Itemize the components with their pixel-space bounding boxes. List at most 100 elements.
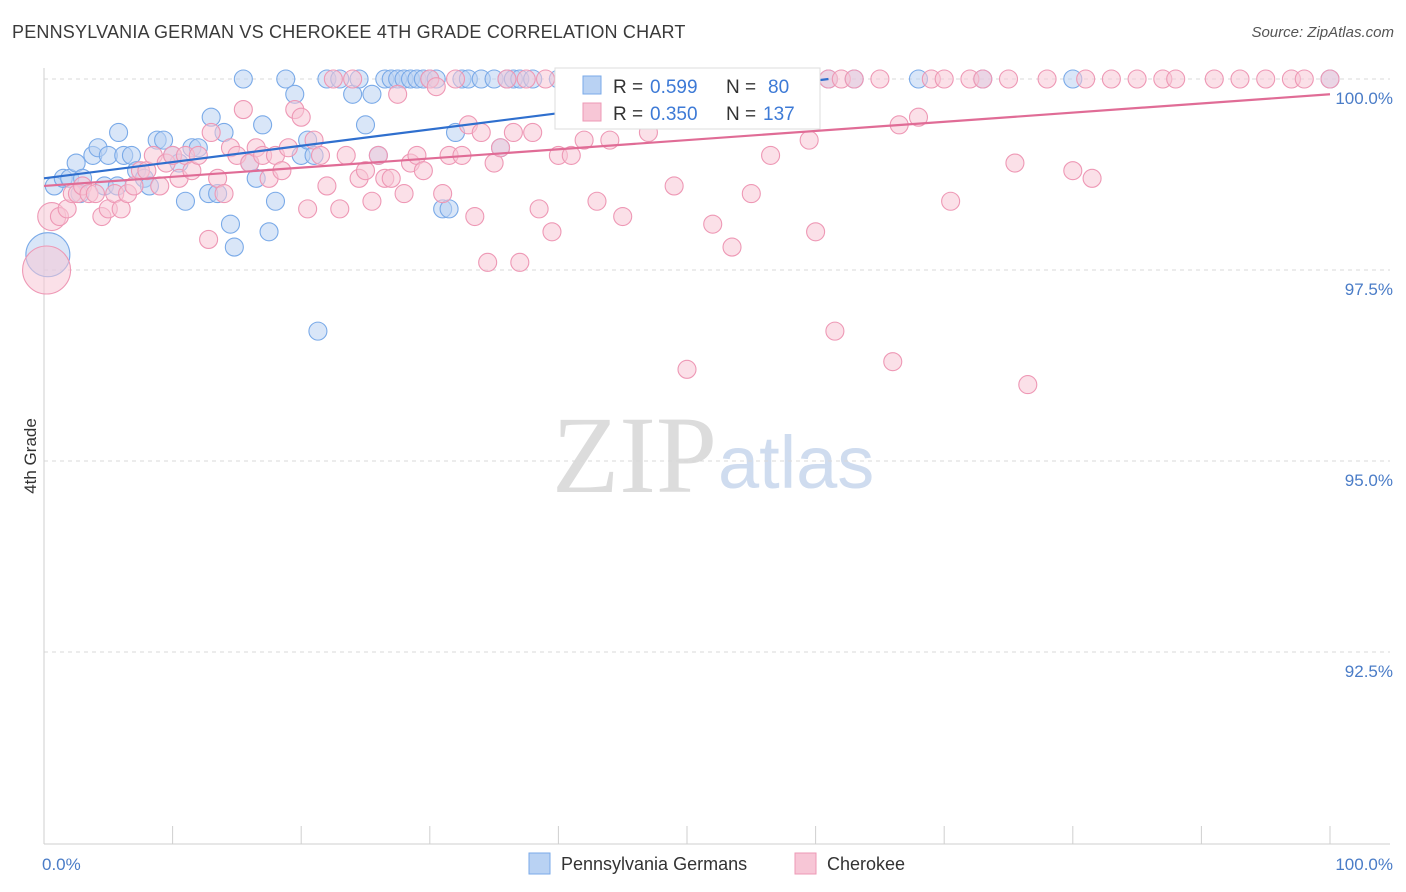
point-cherokee	[561, 145, 581, 165]
point-cherokee	[806, 222, 826, 242]
point-pennsylvania-germans	[175, 191, 196, 211]
point-cherokee	[1018, 375, 1038, 395]
legend-label-cherokee: Cherokee	[827, 854, 905, 874]
x-tick-label: 100.0%	[1335, 855, 1393, 874]
point-cherokee	[310, 145, 331, 165]
point-pennsylvania-germans	[224, 237, 244, 257]
point-cherokee	[465, 206, 485, 227]
point-cherokee	[883, 352, 903, 372]
point-cherokee	[362, 191, 382, 211]
point-pennsylvania-germans	[259, 222, 279, 242]
point-cherokee	[941, 191, 961, 211]
point-cherokee	[336, 145, 356, 165]
bottom-legend: Pennsylvania Germans Cherokee	[528, 852, 905, 875]
point-cherokee	[510, 252, 530, 272]
point-pennsylvania-germans	[276, 69, 296, 89]
point-cherokee	[1166, 69, 1186, 89]
point-cherokee	[355, 161, 376, 181]
point-cherokee	[1005, 153, 1025, 173]
x-ticks	[43, 826, 1331, 844]
point-cherokee	[394, 184, 414, 204]
point-cherokee	[199, 229, 219, 249]
point-pennsylvania-germans	[220, 214, 241, 234]
stats-n-label-1: N =	[726, 77, 756, 98]
point-cherokee	[934, 69, 954, 89]
point-cherokee	[535, 69, 556, 89]
point-cherokee	[323, 69, 343, 89]
watermark-atlas: atlas	[718, 421, 874, 504]
stats-r-value-cherokee: 0.350	[650, 104, 698, 125]
stats-r-value-pennsylvania-germans: 0.599	[650, 77, 698, 98]
y-axis-title: 4th Grade	[21, 418, 40, 494]
point-cherokee	[973, 69, 993, 89]
point-cherokee	[272, 161, 292, 181]
point-cherokee	[908, 107, 929, 127]
point-cherokee	[503, 122, 523, 143]
y-tick-labels: 100.0% 97.5% 95.0% 92.5%	[1335, 89, 1393, 681]
point-cherokee	[574, 130, 594, 150]
point-cherokee	[471, 122, 491, 143]
point-cherokee	[523, 122, 543, 143]
point-cherokee	[298, 199, 318, 219]
point-cherokee	[1082, 168, 1102, 188]
point-cherokee	[825, 321, 845, 341]
x-tick-label: 0.0%	[42, 855, 81, 874]
point-cherokee	[1063, 161, 1083, 181]
point-cherokee	[844, 69, 864, 89]
point-cherokee	[703, 214, 723, 234]
point-cherokee	[233, 100, 253, 120]
watermark-zip: ZIP	[552, 394, 717, 516]
point-cherokee	[85, 184, 105, 204]
watermark: ZIP atlas	[552, 394, 874, 516]
point-pennsylvania-germans	[308, 321, 328, 341]
stats-swatch-cherokee	[582, 102, 602, 122]
point-cherokee	[1101, 69, 1121, 89]
point-cherokee	[343, 69, 363, 89]
point-cherokee	[22, 245, 72, 295]
stats-legend-box: R = 0.599 N = 80 R = 0.350 N = 137	[554, 67, 821, 130]
point-cherokee	[317, 176, 337, 196]
point-pennsylvania-germans	[265, 191, 286, 211]
stats-r-label-1: R =	[613, 77, 643, 98]
y-tick-label: 97.5%	[1345, 280, 1393, 299]
point-cherokee	[761, 145, 781, 165]
point-cherokee	[388, 84, 408, 104]
point-cherokee	[677, 359, 697, 379]
point-cherokee	[150, 176, 170, 196]
point-cherokee	[1294, 69, 1314, 89]
point-cherokee	[214, 184, 234, 204]
point-cherokee	[664, 176, 684, 196]
y-tick-label: 92.5%	[1345, 662, 1393, 681]
point-cherokee	[413, 161, 433, 181]
point-pennsylvania-germans	[362, 84, 382, 104]
x-tick-labels: 0.0% 100.0%	[42, 855, 1393, 874]
point-pennsylvania-germans	[233, 69, 253, 89]
y-tick-label: 95.0%	[1345, 471, 1393, 490]
source-credit: Source: ZipAtlas.com	[1251, 24, 1394, 41]
point-cherokee	[722, 237, 742, 257]
point-cherokee	[516, 69, 536, 89]
point-cherokee	[741, 184, 761, 204]
legend-label-pennsylvania-germans: Pennsylvania Germans	[561, 854, 747, 874]
chart-title: PENNSYLVANIA GERMAN VS CHEROKEE 4TH GRAD…	[12, 22, 686, 42]
point-cherokee	[1127, 69, 1147, 89]
point-cherokee	[870, 69, 890, 89]
point-cherokee	[368, 145, 388, 165]
point-cherokee	[291, 107, 311, 127]
point-cherokee	[381, 168, 401, 188]
point-cherokee	[529, 199, 549, 219]
point-cherokee	[188, 145, 208, 165]
point-cherokee	[613, 206, 633, 227]
legend-swatch-cherokee	[794, 852, 817, 875]
point-cherokee	[497, 69, 517, 89]
stats-r-label-2: R =	[613, 104, 643, 125]
stats-n-label-2: N =	[726, 104, 756, 125]
point-cherokee	[587, 191, 607, 211]
y-tick-label: 100.0%	[1335, 89, 1393, 108]
point-cherokee	[201, 122, 221, 143]
point-cherokee	[330, 199, 350, 219]
point-cherokee	[542, 222, 562, 242]
point-cherokee	[1256, 69, 1276, 89]
point-cherokee	[998, 69, 1019, 89]
